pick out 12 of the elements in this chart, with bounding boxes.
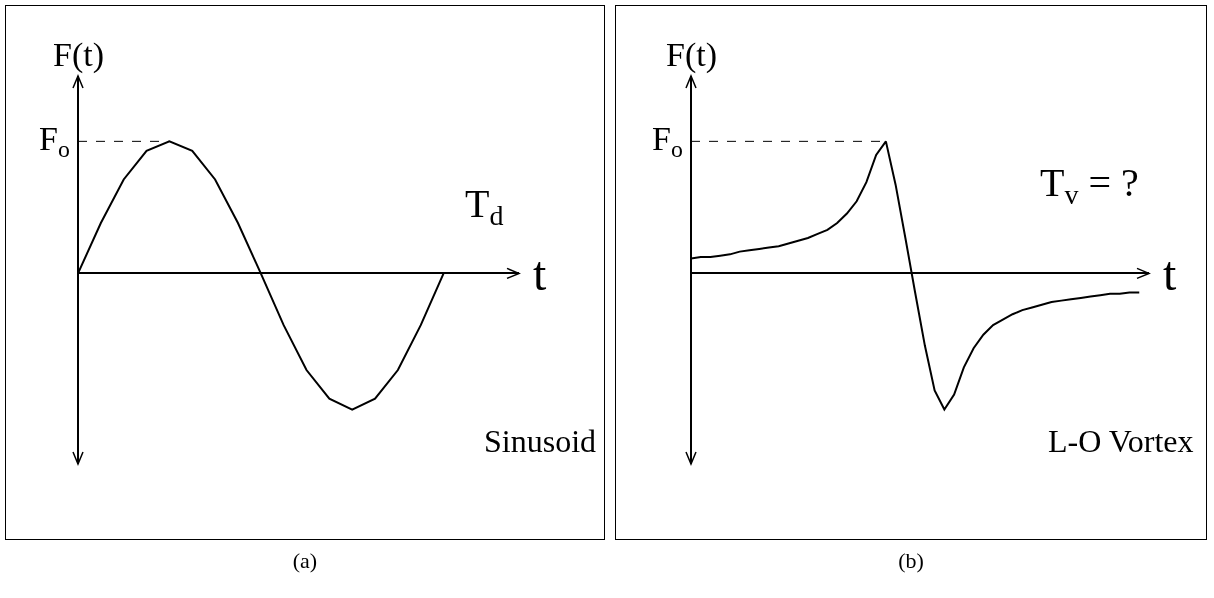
- x-axis-title: t: [1163, 247, 1177, 300]
- text: (a): [291, 548, 319, 574]
- text: T$_{d}$: [465, 181, 504, 232]
- y-axis-title: F(t): [666, 36, 717, 74]
- x-axis-title: t: [533, 247, 547, 300]
- text: Sinusoid: [484, 423, 597, 459]
- text: (b): [897, 548, 925, 574]
- ref-line-label: F$_{o}$: [652, 120, 683, 163]
- text: L-O Vortex: [1048, 423, 1194, 459]
- y-axis-title: F(t): [53, 36, 104, 74]
- annotation: T$_{v}$ = ?: [1040, 160, 1139, 211]
- ref-line-label: F$_{o}$: [39, 120, 70, 163]
